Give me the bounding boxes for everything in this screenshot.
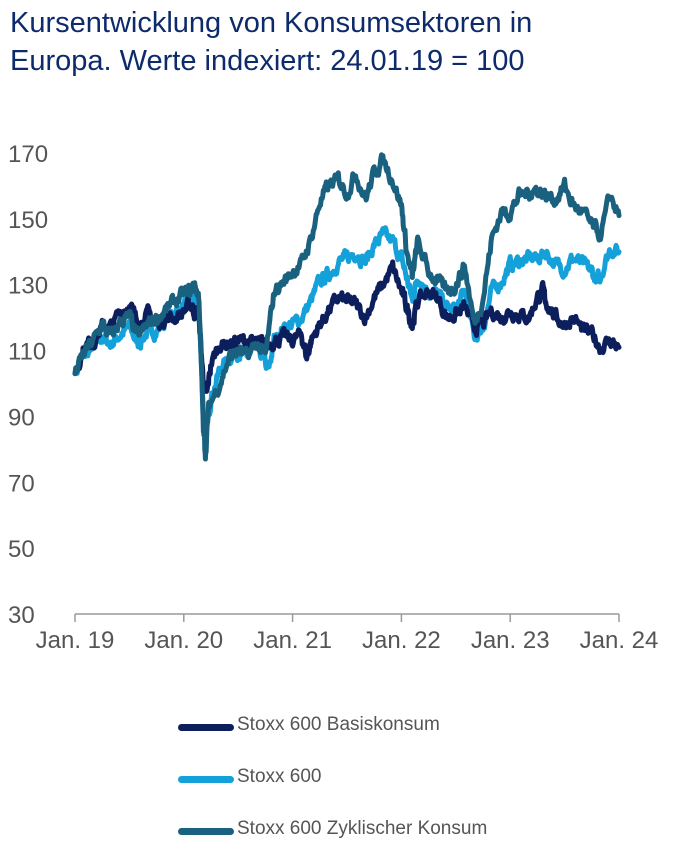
line-chart: 30 50 70 90 110 130 150 170 Jan. 19 Jan. 20 Jan. 2… xyxy=(8,141,659,654)
legend-label-zyklischer-konsum: Stoxx 600 Zyklischer Konsum xyxy=(237,818,488,839)
y-tick-label: 30 xyxy=(8,602,35,629)
chart-title: Kursentwicklung von Konsumsektoren in Eu… xyxy=(10,4,660,80)
series-line-0 xyxy=(72,259,622,395)
series-line-1 xyxy=(72,225,622,429)
legend: Stoxx 600 Basiskonsum Stoxx 600 Stoxx 60… xyxy=(178,712,658,868)
legend-swatch-basiskonsum xyxy=(178,724,234,731)
x-tick-label: Jan. 24 xyxy=(580,627,659,654)
x-tick-label: Jan. 20 xyxy=(144,627,223,654)
chart-title-line-1: Kursentwicklung von Konsumsektoren in xyxy=(10,7,533,39)
y-tick-label: 70 xyxy=(8,470,35,497)
x-tick-label: Jan. 22 xyxy=(362,627,441,654)
y-tick-label: 50 xyxy=(8,536,35,563)
legend-swatch-stoxx600 xyxy=(178,776,234,783)
x-tick-label: Jan. 21 xyxy=(253,627,332,654)
y-tick-label: 110 xyxy=(8,339,46,366)
x-tick-label: Jan. 23 xyxy=(471,627,550,654)
legend-item-basiskonsum: Stoxx 600 Basiskonsum xyxy=(178,712,658,764)
legend-item-stoxx600: Stoxx 600 xyxy=(178,764,658,816)
legend-swatch-zyklischer-konsum xyxy=(178,828,234,835)
series-line-2 xyxy=(72,152,622,462)
legend-item-zyklischer-konsum: Stoxx 600 Zyklischer Konsum xyxy=(178,816,658,868)
chart-title-line-2: Europa. Werte indexiert: 24.01.19 = 100 xyxy=(10,45,525,77)
y-tick-label: 150 xyxy=(8,207,48,234)
y-tick-label: 130 xyxy=(8,273,48,300)
y-tick-label: 90 xyxy=(8,404,35,431)
legend-label-basiskonsum: Stoxx 600 Basiskonsum xyxy=(237,714,440,735)
legend-label-stoxx600: Stoxx 600 xyxy=(237,766,322,787)
y-tick-label: 170 xyxy=(8,141,48,168)
x-tick-label: Jan. 19 xyxy=(36,627,115,654)
